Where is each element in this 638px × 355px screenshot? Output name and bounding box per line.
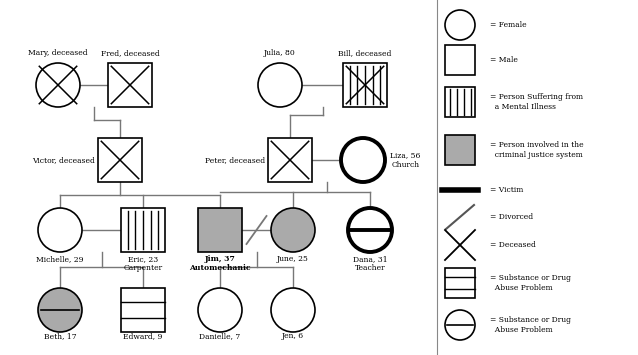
Text: = Person involved in the
  criminal justice system: = Person involved in the criminal justic… [490,141,584,159]
Ellipse shape [38,288,82,332]
Text: = Victim: = Victim [490,186,523,194]
Text: Danielle, 7: Danielle, 7 [199,332,241,340]
Bar [445,87,475,117]
Text: Mary, deceased: Mary, deceased [28,49,88,57]
Bar [343,63,387,107]
Text: June, 25: June, 25 [277,255,309,263]
Bar [445,45,475,75]
Ellipse shape [445,10,475,40]
Text: Fred, deceased: Fred, deceased [101,49,160,57]
Text: = Divorced: = Divorced [490,213,533,221]
Ellipse shape [271,208,315,252]
Text: Julia, 80: Julia, 80 [264,49,296,57]
Bar [98,138,142,182]
Bar [121,208,165,252]
Text: Jim, 37
Automechanic: Jim, 37 Automechanic [189,255,251,272]
Text: Dana, 31
Teacher: Dana, 31 Teacher [353,255,387,272]
Text: Jen, 6: Jen, 6 [282,332,304,340]
Ellipse shape [38,208,82,252]
Text: Liza, 56
Church: Liza, 56 Church [390,151,420,169]
Bar [445,268,475,298]
Text: = Male: = Male [490,56,518,64]
Ellipse shape [341,138,385,182]
Text: Michelle, 29: Michelle, 29 [36,255,84,263]
Text: = Person Suffering from
  a Mental Illness: = Person Suffering from a Mental Illness [490,93,583,111]
Text: = Substance or Drug
  Abuse Problem: = Substance or Drug Abuse Problem [490,316,571,334]
Ellipse shape [36,63,80,107]
Text: = Substance or Drug
  Abuse Problem: = Substance or Drug Abuse Problem [490,274,571,291]
Ellipse shape [271,288,315,332]
Bar [198,208,242,252]
Ellipse shape [445,310,475,340]
Bar [108,63,152,107]
Text: = Deceased: = Deceased [490,241,536,249]
Text: Peter, deceased: Peter, deceased [205,156,265,164]
Bar [121,288,165,332]
Bar [445,135,475,165]
Text: Edward, 9: Edward, 9 [123,332,163,340]
Text: Bill, deceased: Bill, deceased [338,49,392,57]
Text: Beth, 17: Beth, 17 [43,332,77,340]
Ellipse shape [348,208,392,252]
Ellipse shape [198,288,242,332]
Bar [268,138,312,182]
Text: Victor, deceased: Victor, deceased [32,156,95,164]
Text: = Female: = Female [490,21,526,29]
Ellipse shape [258,63,302,107]
Text: Eric, 23
Carpenter: Eric, 23 Carpenter [123,255,163,272]
